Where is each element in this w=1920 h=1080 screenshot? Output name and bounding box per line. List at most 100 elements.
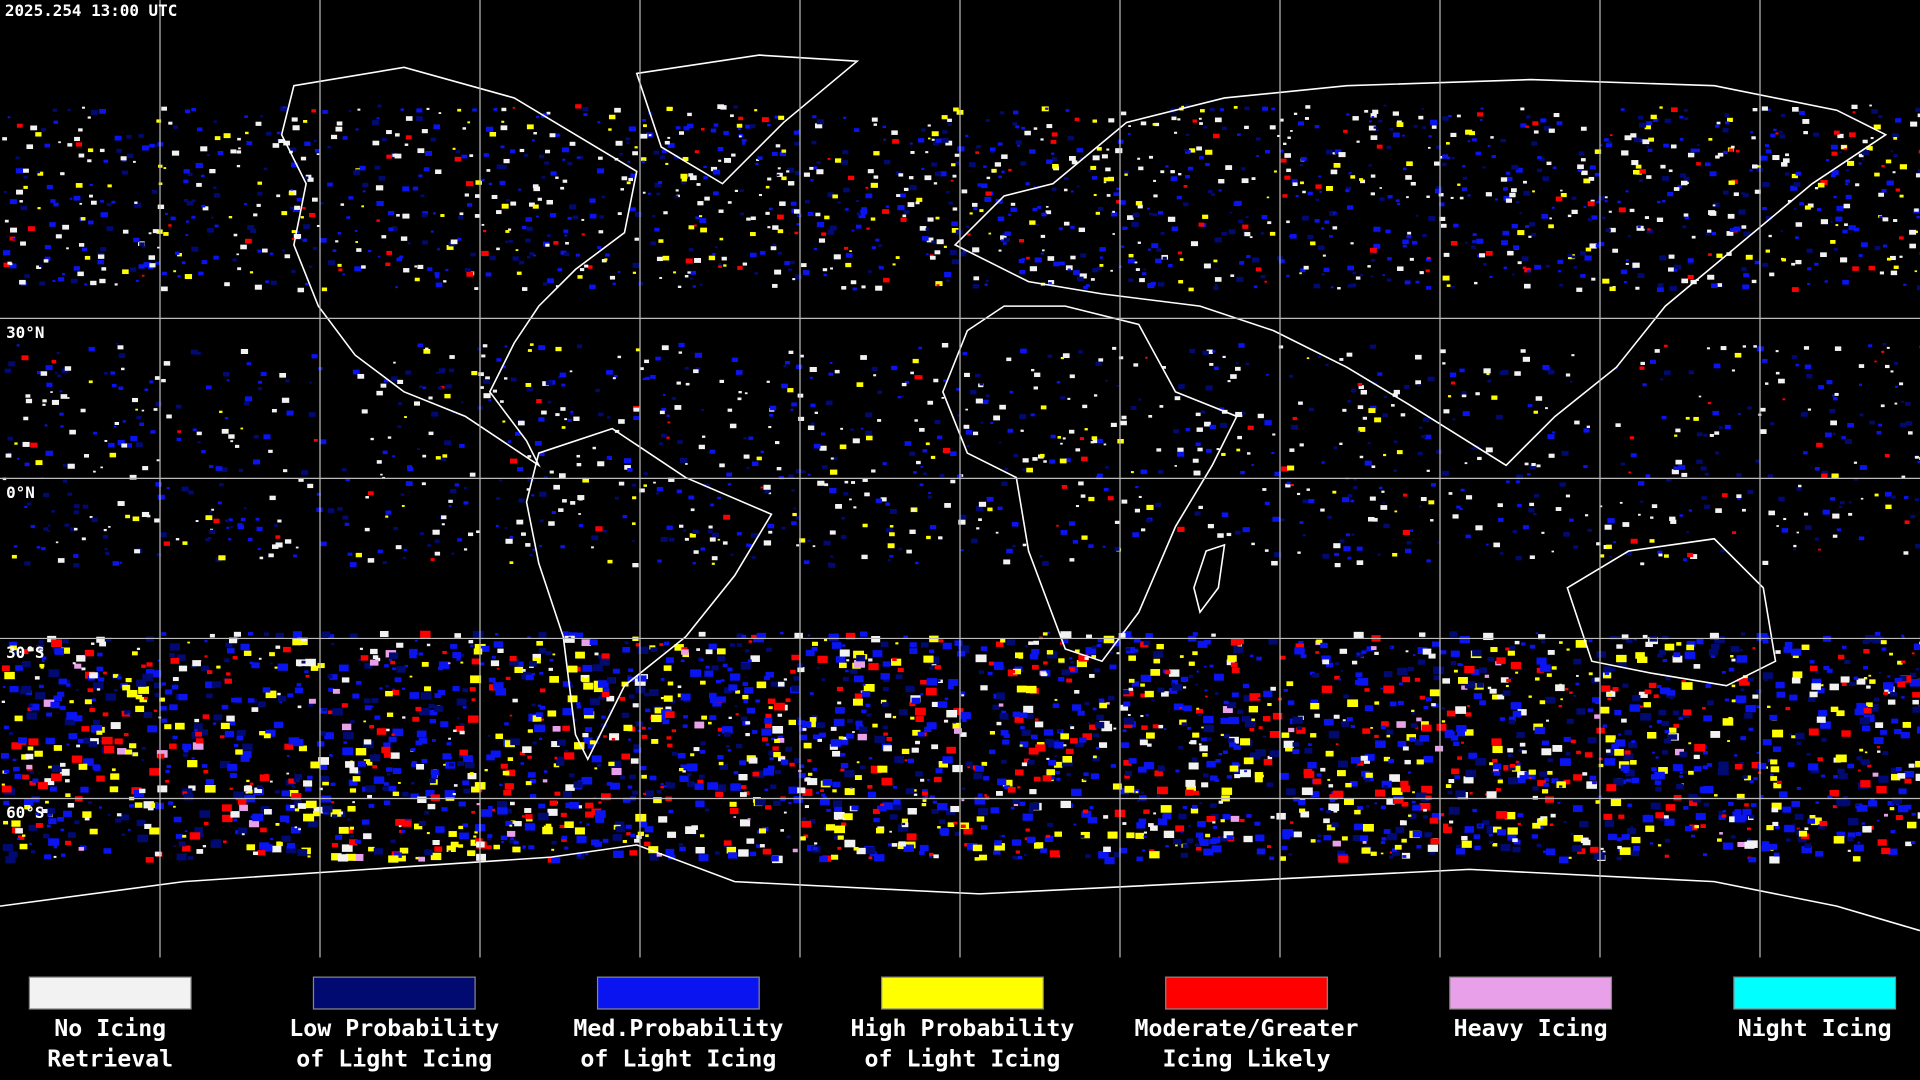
icing-pixel — [705, 649, 713, 655]
icing-pixel — [1108, 118, 1115, 123]
icing-pixel — [455, 725, 465, 732]
icing-pixel — [357, 373, 365, 379]
icing-pixel — [357, 108, 361, 111]
icing-pixel — [1237, 435, 1242, 440]
icing-pixel — [170, 216, 176, 221]
icing-pixel — [57, 816, 64, 822]
icing-pixel — [1576, 287, 1583, 292]
icing-pixel — [926, 535, 931, 540]
icing-pixel — [392, 688, 396, 691]
icing-pixel — [1909, 229, 1917, 235]
icing-pixel — [683, 126, 690, 131]
icing-pixel — [641, 726, 646, 730]
icing-pixel — [1059, 458, 1067, 464]
icing-pixel — [1020, 726, 1025, 730]
icing-pixel — [1406, 540, 1412, 545]
icing-pixel — [98, 677, 105, 682]
icing-pixel — [850, 428, 854, 431]
icing-pixel — [304, 282, 309, 286]
icing-pixel — [905, 788, 915, 795]
icing-pixel — [1917, 113, 1920, 118]
icing-pixel — [1743, 273, 1750, 278]
icing-pixel — [751, 461, 759, 467]
icing-pixel — [1915, 107, 1920, 112]
icing-pixel — [103, 159, 109, 163]
icing-pixel — [560, 250, 567, 255]
icing-pixel — [893, 786, 897, 789]
icing-pixel — [376, 390, 383, 396]
icing-pixel — [1328, 803, 1340, 811]
icing-pixel — [635, 643, 641, 647]
icing-pixel — [685, 463, 688, 465]
icing-pixel — [1446, 142, 1450, 145]
icing-pixel — [521, 532, 526, 536]
icing-pixel — [1853, 461, 1858, 464]
icing-pixel — [871, 636, 881, 643]
icing-pixel — [639, 822, 648, 828]
icing-pixel — [951, 259, 959, 265]
icing-pixel — [1092, 756, 1100, 762]
icing-pixel — [292, 125, 300, 131]
icing-pixel — [41, 127, 47, 132]
icing-pixel — [968, 162, 976, 168]
icing-pixel — [712, 532, 719, 538]
icing-pixel — [161, 271, 167, 276]
icing-pixel — [1841, 436, 1846, 440]
icing-pixel — [1578, 151, 1585, 156]
icing-pixel — [948, 201, 953, 205]
icing-pixel — [738, 390, 742, 394]
icing-pixel — [1441, 162, 1447, 167]
icing-pixel — [595, 526, 603, 532]
icing-pixel — [1462, 165, 1466, 168]
icing-pixel — [161, 378, 166, 383]
icing-pixel — [1734, 352, 1742, 358]
icing-pixel — [1893, 154, 1898, 158]
icing-pixel — [217, 501, 222, 505]
icing-pixel — [1515, 760, 1520, 764]
icing-pixel — [718, 265, 722, 268]
icing-pixel — [933, 776, 942, 783]
icing-pixel — [313, 438, 318, 442]
icing-pixel — [964, 372, 970, 378]
icing-pixel — [84, 255, 91, 260]
icing-pixel — [168, 121, 173, 125]
icing-pixel — [1110, 764, 1116, 768]
icing-pixel — [462, 705, 467, 709]
icing-pixel — [1404, 759, 1411, 765]
icing-pixel — [1344, 798, 1354, 805]
icing-pixel — [895, 674, 903, 680]
icing-pixel — [1867, 764, 1872, 768]
icing-pixel — [1417, 384, 1421, 387]
icing-pixel — [521, 815, 526, 818]
icing-pixel — [1821, 774, 1826, 778]
icing-pixel — [1649, 539, 1655, 543]
icing-pixel — [727, 749, 732, 752]
icing-pixel — [1060, 800, 1071, 809]
icing-pixel — [1450, 285, 1455, 289]
icing-pixel — [1885, 159, 1892, 164]
icing-pixel — [240, 427, 244, 430]
icing-pixel — [99, 108, 107, 114]
icing-pixel — [50, 391, 53, 393]
icing-pixel — [794, 141, 800, 146]
icing-pixel — [1821, 470, 1829, 476]
icing-pixel — [763, 540, 772, 546]
icing-pixel — [830, 457, 834, 460]
icing-pixel — [696, 183, 701, 186]
icing-pixel — [193, 723, 203, 730]
icing-pixel — [1718, 810, 1725, 816]
icing-pixel — [1097, 206, 1104, 211]
icing-pixel — [124, 710, 131, 715]
icing-pixel — [1421, 721, 1429, 727]
icing-pixel — [1643, 702, 1651, 708]
icing-pixel — [49, 222, 56, 227]
icing-pixel — [906, 549, 912, 554]
icing-pixel — [1668, 169, 1673, 173]
icing-pixel — [1586, 425, 1590, 428]
icing-pixel — [777, 681, 785, 687]
icing-pixel — [1663, 554, 1669, 558]
icing-pixel — [23, 175, 28, 179]
icing-pixel — [1362, 840, 1367, 844]
icing-pixel — [1056, 381, 1061, 384]
icing-pixel — [1417, 451, 1423, 456]
